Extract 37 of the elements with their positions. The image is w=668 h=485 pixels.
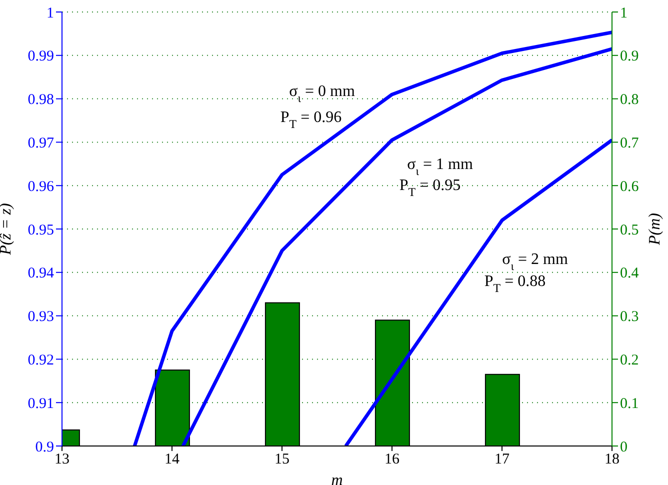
- y2-tick-label: 0.3: [620, 309, 639, 326]
- annotation: P$_{T}$ = 0.96: [280, 108, 342, 131]
- x-tick-label: 17: [494, 452, 510, 468]
- y2-axis-title: P(m): [646, 213, 664, 246]
- y-axis-title: P(ẑ = z): [0, 203, 15, 256]
- y-tick-label: 0.92: [28, 352, 54, 369]
- y-tick-label: 0.97: [28, 136, 54, 152]
- y-tick-label: 0.91: [28, 396, 54, 412]
- y2-tick-label: 0.8: [620, 92, 639, 108]
- annotation: P$_{T}$ = 0.88: [484, 272, 546, 295]
- y2-tick-label: 0.6: [620, 178, 640, 195]
- annotation: σ$_{ι}$ = 0 mm: [289, 82, 356, 105]
- x-tick-label: 15: [274, 452, 290, 468]
- y-tick-label: 0.98: [28, 92, 54, 108]
- y-tick-label: 0.93: [28, 309, 54, 326]
- y-tick-label: 0.9: [35, 439, 54, 456]
- y-tick-label: 0.94: [28, 266, 54, 282]
- x-tick-label: 14: [164, 452, 180, 468]
- y2-tick-label: 0: [620, 439, 628, 456]
- x-tick-label: 18: [604, 452, 620, 468]
- y-tick-label: 0.99: [28, 48, 54, 65]
- annotation: σ$_{ι}$ = 1 mm: [407, 156, 474, 178]
- annotation: P$_{T}$ = 0.95: [399, 176, 461, 199]
- y2-tick-label: 0.9: [620, 48, 639, 65]
- y-tick-label: 0.95: [28, 222, 54, 238]
- x-axis-title: m: [331, 472, 343, 485]
- y2-tick-label: 0.1: [620, 396, 639, 412]
- y2-tick-label: 1: [620, 5, 628, 22]
- y-tick-label: 1: [46, 5, 54, 22]
- y-tick-label: 0.96: [28, 178, 54, 195]
- x-tick-label: 13: [54, 452, 70, 468]
- y2-tick-label: 0.2: [620, 352, 639, 369]
- y2-tick-label: 0.4: [620, 266, 640, 282]
- x-tick-label: 16: [384, 452, 400, 468]
- annotation: σ$_{ι}$ = 2 mm: [502, 250, 568, 273]
- y2-tick-label: 0.5: [620, 222, 639, 238]
- y2-tick-label: 0.7: [620, 136, 640, 152]
